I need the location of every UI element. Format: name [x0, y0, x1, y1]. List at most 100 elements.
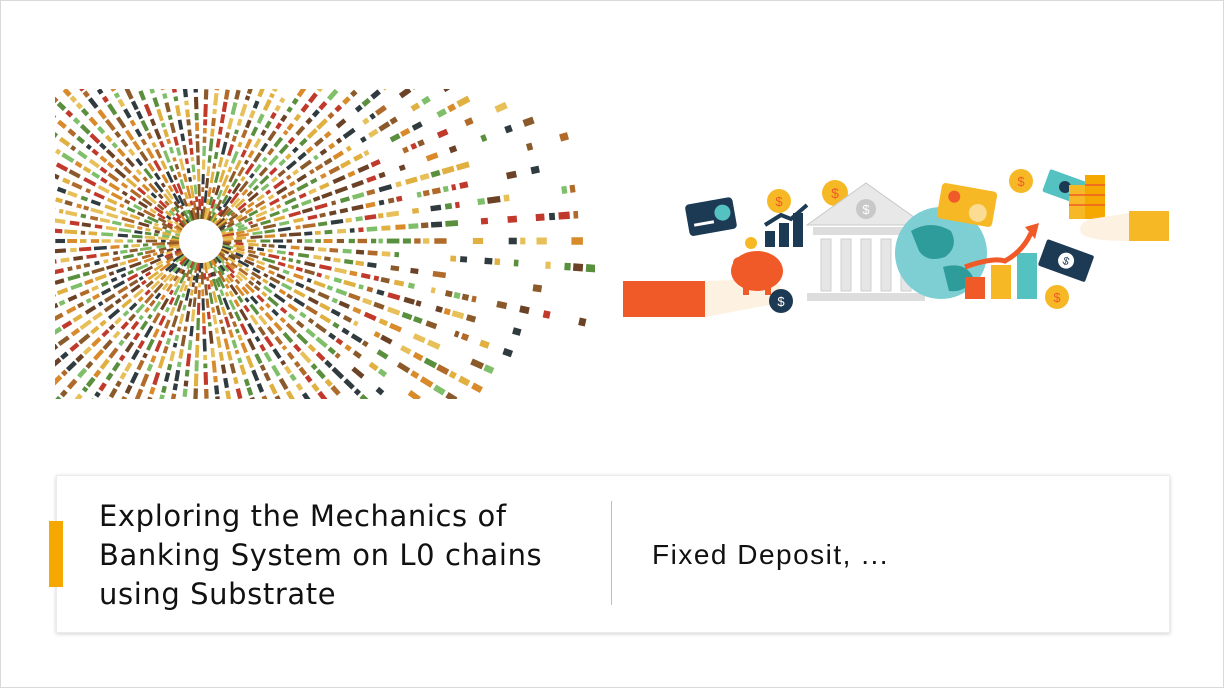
sunburst-dash [174, 163, 180, 170]
sunburst-dash [189, 325, 194, 337]
sunburst-dash [293, 297, 306, 308]
credit-card-icon [936, 183, 998, 227]
sunburst-dash [146, 338, 155, 351]
sunburst-dash [285, 390, 295, 399]
sunburst-dash [129, 248, 138, 253]
sunburst-dash [110, 89, 117, 92]
sunburst-dash [224, 316, 231, 328]
sunburst-dash [307, 317, 315, 325]
sunburst-dash [67, 273, 81, 282]
sunburst-dash [149, 118, 157, 127]
sunburst-dash [182, 388, 188, 398]
sunburst-dash [240, 342, 248, 354]
sunburst-dash [114, 167, 127, 179]
sunburst-dash [328, 332, 337, 341]
sunburst-dash [182, 198, 189, 207]
sunburst-dash [343, 258, 354, 265]
sunburst-dash [119, 203, 125, 209]
sunburst-dash [368, 361, 379, 372]
sunburst-dash [355, 216, 363, 222]
slide-title-line: Exploring the Mechanics of [99, 499, 507, 533]
sunburst-dash [380, 334, 393, 345]
growth-chart-icon [763, 203, 809, 247]
sunburst-dash [417, 139, 425, 147]
sunburst-dash [70, 327, 81, 337]
sunburst-dash [186, 168, 191, 174]
sunburst-dash [167, 241, 180, 245]
sunburst-dash [299, 159, 312, 171]
sunburst-dash [229, 272, 236, 279]
sunburst-dash [313, 154, 319, 161]
sunburst-dash [249, 303, 260, 316]
sunburst-dash [395, 181, 402, 188]
sunburst-dash [137, 200, 149, 209]
sunburst-dash [237, 334, 243, 341]
sunburst-dash [133, 203, 143, 211]
sunburst-dash [227, 144, 234, 157]
sunburst-dash [138, 90, 147, 101]
sunburst-dash [162, 345, 169, 354]
sunburst-dash [512, 327, 522, 336]
sunburst-dash [140, 138, 148, 146]
sunburst-dash [175, 105, 181, 117]
sunburst-dash [234, 311, 242, 322]
sunburst-dash [254, 200, 266, 209]
sunburst-dash [297, 252, 310, 258]
sunburst-dash [214, 184, 221, 196]
sunburst-dash [162, 234, 170, 238]
sunburst-dash [351, 366, 365, 379]
sunburst-dash [210, 203, 218, 215]
sunburst-dash [93, 348, 105, 361]
sunburst-dash [176, 251, 183, 258]
sunburst-dash [332, 321, 340, 329]
sunburst-dash [250, 126, 259, 137]
sunburst-dash [55, 218, 66, 224]
sunburst-dash [164, 306, 170, 313]
sunburst-dash [135, 263, 149, 272]
sunburst-dash [363, 311, 377, 321]
sunburst-dash [226, 209, 234, 217]
sunburst-dash [287, 136, 296, 145]
sunburst-dash [362, 297, 373, 306]
sunburst-dash [316, 89, 323, 93]
sunburst-dash [471, 382, 483, 394]
sunburst-dash [326, 89, 339, 101]
sunburst-dash [293, 343, 302, 353]
sunburst-dash [178, 313, 185, 325]
sunburst-dash [146, 194, 157, 205]
sunburst-dash [163, 193, 173, 205]
sunburst-dash [280, 282, 293, 291]
sunburst-dash [460, 332, 470, 342]
sunburst-dash [361, 340, 369, 348]
sunburst-dash [56, 101, 67, 111]
sunburst-dash [164, 200, 170, 207]
sunburst-dash [168, 329, 174, 336]
sunburst-dash [76, 135, 86, 145]
sunburst-dash [214, 89, 220, 91]
sunburst-dash [264, 229, 275, 234]
sunburst-dash [217, 209, 224, 216]
sunburst-dash [194, 212, 199, 220]
sunburst-dash [269, 276, 281, 285]
sunburst-dash [295, 125, 306, 136]
sunburst-dash [188, 138, 193, 145]
sunburst-dash [375, 386, 385, 396]
sunburst-dash [295, 266, 303, 272]
sunburst-dash [180, 334, 187, 347]
sunburst-dash [218, 221, 228, 230]
sunburst-dash [220, 326, 226, 335]
sunburst-dash [143, 219, 153, 225]
sunburst-dash [248, 242, 259, 247]
sunburst-dash [114, 317, 123, 325]
sunburst-dash [132, 174, 141, 183]
sunburst-dash [222, 242, 230, 247]
sunburst-dash [304, 268, 316, 276]
sunburst-dash [236, 232, 249, 238]
sunburst-dash [154, 148, 163, 159]
sunburst-dash [484, 257, 493, 265]
sunburst-dash [230, 211, 236, 217]
sunburst-dash [343, 378, 355, 390]
sunburst-dash [262, 257, 276, 264]
sunburst-dash [85, 143, 92, 150]
sunburst-dash [235, 274, 244, 282]
